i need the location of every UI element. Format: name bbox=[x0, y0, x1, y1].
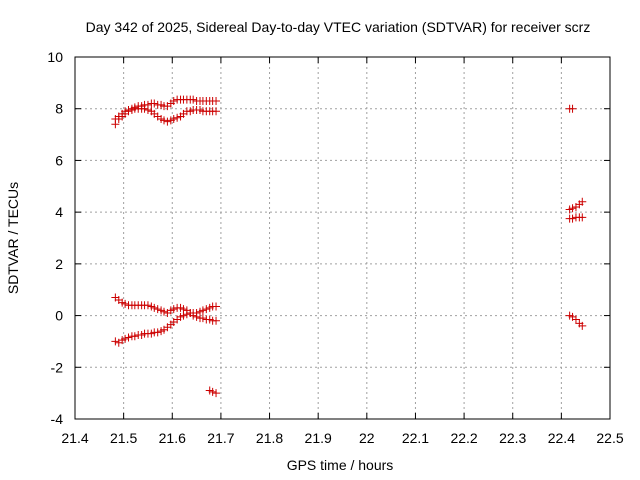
data-point bbox=[568, 214, 577, 223]
x-axis-label: GPS time / hours bbox=[287, 457, 394, 473]
data-point bbox=[189, 95, 198, 104]
series-upper-b bbox=[111, 104, 221, 129]
plot-frame bbox=[74, 56, 611, 420]
data-point bbox=[173, 113, 182, 122]
data-point bbox=[202, 305, 211, 314]
x-tick-label: 21.5 bbox=[110, 430, 137, 446]
series-isolated-low bbox=[205, 386, 221, 398]
x-tick-labels: 21.4 21.5 21.6 21.7 21.8 21.9 22 22.1 22.2 22.3 22… bbox=[61, 430, 623, 446]
y-tick-label: 0 bbox=[55, 308, 63, 324]
data-point bbox=[212, 107, 221, 116]
x-tick-label: 22 bbox=[359, 430, 375, 446]
y-tick-labels: -4 -2 0 2 4 6 8 10 bbox=[47, 49, 63, 427]
y-tick-label: 4 bbox=[55, 204, 63, 220]
data-point bbox=[160, 116, 169, 125]
data-point bbox=[150, 99, 159, 108]
x-tick-label: 22.4 bbox=[548, 430, 575, 446]
data-point bbox=[111, 337, 120, 346]
x-tick-label: 21.8 bbox=[256, 430, 283, 446]
y-tick-label: 2 bbox=[55, 256, 63, 272]
data-point bbox=[578, 321, 587, 330]
x-tick-label: 22.3 bbox=[499, 430, 526, 446]
data-point bbox=[160, 307, 169, 316]
data-point bbox=[143, 301, 152, 310]
y-tick-label: -2 bbox=[51, 359, 64, 375]
x-tick-label: 21.9 bbox=[305, 430, 332, 446]
y-tick-label: 8 bbox=[55, 101, 63, 117]
y-axis-label: SDTVAR / TECUs bbox=[5, 182, 21, 294]
data-point bbox=[212, 96, 221, 105]
data-point bbox=[124, 107, 133, 116]
data-point bbox=[571, 315, 580, 324]
data-point bbox=[143, 106, 152, 115]
data-point bbox=[179, 311, 188, 320]
data-point bbox=[182, 310, 191, 319]
data-point bbox=[169, 305, 178, 314]
data-point bbox=[568, 204, 577, 213]
data-point bbox=[140, 104, 149, 113]
data-point bbox=[130, 332, 139, 341]
data-points bbox=[111, 95, 587, 398]
data-point bbox=[111, 120, 120, 129]
data-point bbox=[153, 328, 162, 337]
y-tick-label: 6 bbox=[55, 152, 63, 168]
y-tick-label: 10 bbox=[47, 49, 63, 65]
data-point bbox=[198, 306, 207, 315]
data-point bbox=[578, 213, 587, 222]
data-point bbox=[153, 305, 162, 314]
x-tick-label: 22.2 bbox=[450, 430, 477, 446]
data-point bbox=[163, 117, 172, 126]
x-tick-label: 22.5 bbox=[596, 430, 623, 446]
data-point bbox=[212, 302, 221, 311]
series-right-cluster bbox=[565, 104, 587, 330]
data-point bbox=[150, 303, 159, 312]
data-point bbox=[578, 197, 587, 206]
series-lower-b bbox=[111, 302, 221, 347]
x-tick-label: 21.6 bbox=[159, 430, 186, 446]
x-tick-label: 21.4 bbox=[61, 430, 88, 446]
y-tick-label: -4 bbox=[51, 411, 64, 427]
data-point bbox=[208, 387, 217, 396]
x-tick-label: 21.7 bbox=[207, 430, 234, 446]
data-point bbox=[124, 333, 133, 342]
data-point bbox=[169, 96, 178, 105]
grid-lines bbox=[75, 57, 610, 419]
data-point bbox=[192, 308, 201, 317]
x-tick-label: 22.1 bbox=[402, 430, 429, 446]
data-point bbox=[169, 115, 178, 124]
data-point bbox=[121, 334, 130, 343]
data-point bbox=[121, 299, 130, 308]
data-point bbox=[568, 104, 577, 113]
data-point bbox=[212, 389, 221, 398]
series-upper-a bbox=[111, 95, 221, 124]
data-point bbox=[198, 314, 207, 323]
data-point bbox=[212, 316, 221, 325]
chart-title: Day 342 of 2025, Sidereal Day-to-day VTE… bbox=[86, 19, 591, 35]
